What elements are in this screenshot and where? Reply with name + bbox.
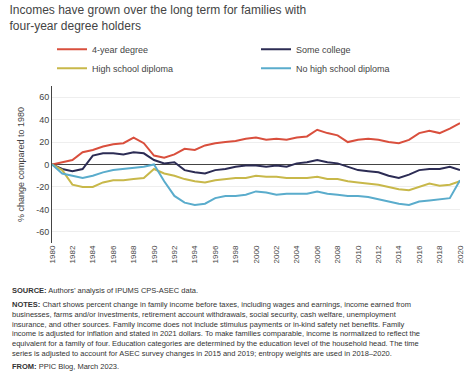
svg-text:1980: 1980 — [48, 245, 57, 263]
svg-text:1996: 1996 — [211, 245, 220, 263]
svg-text:NOTES: Chart shows percent cha: NOTES: Chart shows percent change in fam… — [12, 300, 420, 358]
svg-text:2018: 2018 — [435, 245, 444, 263]
svg-text:2010: 2010 — [354, 245, 363, 263]
svg-text:4-year degree: 4-year degree — [92, 45, 148, 55]
svg-text:SOURCE: Authors’ analysis of I: SOURCE: Authors’ analysis of IPUMS CPS-A… — [12, 286, 198, 295]
svg-text:20: 20 — [39, 137, 49, 147]
svg-text:1992: 1992 — [170, 245, 179, 263]
svg-text:1982: 1982 — [68, 245, 77, 263]
svg-text:40: 40 — [39, 115, 49, 125]
svg-text:0: 0 — [44, 160, 49, 170]
svg-text:1990: 1990 — [150, 245, 159, 263]
svg-text:1998: 1998 — [231, 245, 240, 263]
svg-text:% change compared to 1980: % change compared to 1980 — [16, 107, 26, 222]
svg-text:1988: 1988 — [129, 245, 138, 263]
svg-text:2008: 2008 — [333, 245, 342, 263]
svg-text:2012: 2012 — [374, 245, 383, 263]
svg-text:2006: 2006 — [313, 245, 322, 263]
svg-text:2014: 2014 — [394, 245, 403, 263]
svg-text:-40: -40 — [36, 205, 49, 215]
svg-text:Incomes have grown over the lo: Incomes have grown over the long term fo… — [9, 3, 306, 33]
svg-text:2016: 2016 — [415, 245, 424, 263]
svg-text:-60: -60 — [36, 227, 49, 237]
svg-text:1986: 1986 — [109, 245, 118, 263]
svg-text:High school diploma: High school diploma — [92, 64, 173, 74]
svg-text:1994: 1994 — [190, 245, 199, 263]
svg-text:FROM: PPIC Blog, March 2023.: FROM: PPIC Blog, March 2023. — [12, 362, 119, 371]
svg-text:-20: -20 — [36, 182, 49, 192]
svg-text:60: 60 — [39, 92, 49, 102]
svg-text:No high school diploma: No high school diploma — [296, 64, 390, 74]
svg-text:2004: 2004 — [292, 245, 301, 263]
svg-text:2002: 2002 — [272, 245, 281, 263]
svg-text:2000: 2000 — [252, 245, 261, 263]
svg-text:Some college: Some college — [296, 45, 351, 55]
svg-text:1984: 1984 — [88, 245, 97, 263]
svg-text:2020: 2020 — [456, 245, 465, 263]
